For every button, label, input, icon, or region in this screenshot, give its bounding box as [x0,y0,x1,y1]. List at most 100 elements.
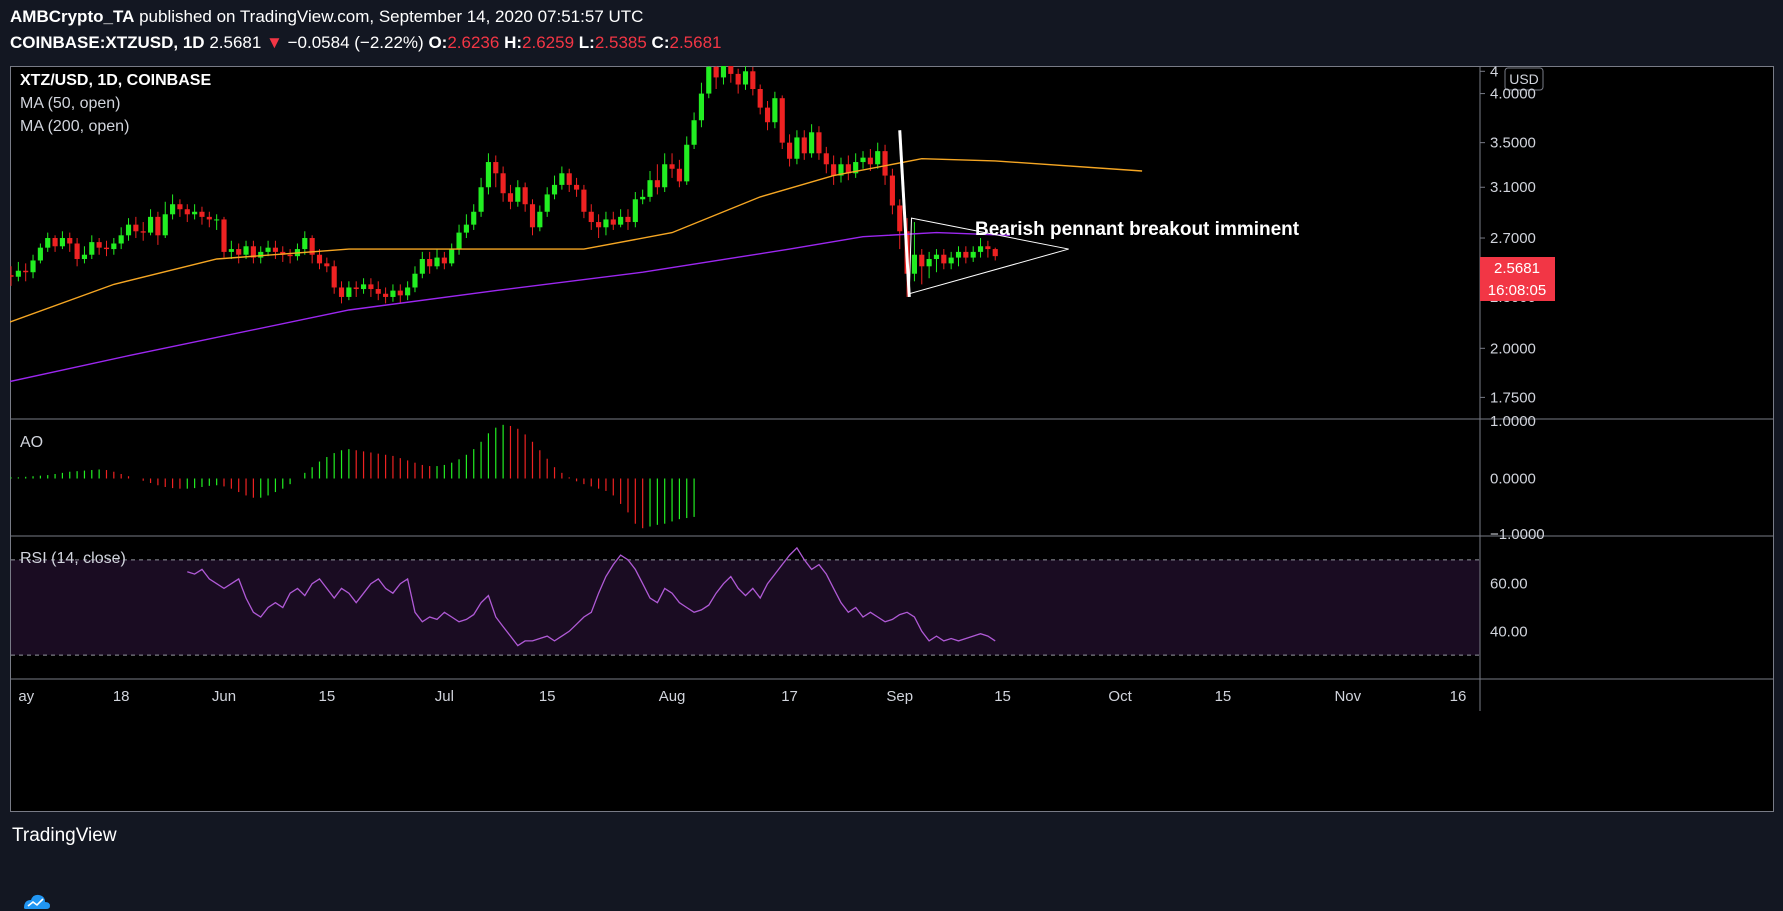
candle-body [81,254,88,260]
candle-body [30,260,36,273]
time-tick-label: 15 [1215,688,1232,705]
pennant-triangle [908,217,1069,295]
price-chart[interactable]: XTZ/USD, 1D, COINBASE MA (50, open) MA (… [10,66,1774,812]
candle-body [801,137,807,154]
candle-body [192,211,198,215]
footer-brand[interactable]: TradingView [12,825,117,846]
candle-body [897,205,903,232]
candle-body [581,189,587,212]
candle-body [96,242,102,248]
change-value: −0.0584 (−2.22%) [287,33,424,52]
candle-body [603,219,609,228]
candle-body [199,211,205,217]
price-tick-label: 2.7000 [1490,230,1536,247]
candle-body [412,273,418,288]
legend-rsi: RSI (14, close) [20,550,126,567]
candle-body [346,287,352,297]
candle-body [147,216,154,233]
time-axis[interactable]: ay 18 Jun 15 Jul 15 Aug 17 Sep 15 Oct 15 Nov 16 [18,688,1466,705]
candle-body [970,251,976,258]
candle-body [544,194,550,212]
candle-body [941,254,947,264]
high-label: H: [504,33,523,52]
time-tick-label: 15 [539,688,556,705]
legend-symbol: XTZ/USD, 1D, COINBASE [20,72,211,89]
ao-tick-label: 0.0000 [1490,471,1536,488]
overlays-layer [10,130,1143,383]
candle-body [845,164,851,174]
candle-body [713,67,719,78]
time-tick-label: Oct [1108,688,1132,705]
candle-body [669,164,675,169]
time-tick-label: Nov [1334,688,1361,705]
price-tick-label: 1.7500 [1490,389,1536,406]
candle-body [911,254,918,274]
last-price: 2.5681 [209,33,262,52]
annotation-text[interactable]: Bearish pennant breakout imminent [975,219,1300,240]
time-tick-label: 17 [781,688,798,705]
candle-body [728,66,734,74]
candle-body [507,193,514,202]
time-tick-label: 15 [318,688,335,705]
time-tick-label: 15 [994,688,1011,705]
candle-body [221,219,227,252]
candle-body [125,224,132,236]
candle-body [368,284,374,290]
candle-body [772,98,778,123]
time-tick-label: ay [18,688,34,705]
candle-body [537,211,543,228]
candle-body [397,290,403,296]
candle-body [992,249,998,257]
currency-button[interactable] [1504,67,1544,91]
candle-body [610,219,616,225]
candle-body [338,287,345,297]
low-value: 2.5385 [594,33,647,52]
candle-body [280,251,286,255]
candle-body [177,204,183,210]
legend-ao: AO [20,434,43,451]
candle-body [272,247,278,252]
rsi-tick-label: 60.00 [1490,576,1528,593]
ao-axis[interactable]: 1.0000 0.0000 −1.0000 [1490,413,1545,543]
price-axis[interactable]: 44.00003.50003.10002.70002.30002.00001.7… [1480,66,1536,406]
candle-body [933,254,940,260]
candle-body [258,251,264,258]
candle-body [831,164,837,176]
ao-tick-label: 1.0000 [1490,413,1536,430]
footer: TradingView [12,825,117,909]
candle-body [632,199,638,223]
candle-body [573,184,580,190]
candle-body [867,157,873,165]
tradingview-logo-icon[interactable] [22,891,52,911]
candle-body [529,204,536,228]
candle-body [889,175,895,206]
price-tick-label: 2.0000 [1490,340,1536,357]
candle-body [250,246,256,258]
ao-histogram [10,424,695,529]
candle-body [809,132,815,154]
candle-body [750,71,756,90]
candle-body [103,247,110,250]
candle-body [853,162,859,174]
candle-body [786,142,793,159]
candle-body [500,173,506,194]
candle-body [214,219,220,221]
candle-body [882,151,888,176]
candle-body [919,254,925,267]
candle-body [140,231,146,233]
candle-body [757,89,763,108]
candle-body [875,151,881,165]
rsi-axis[interactable]: 60.00 40.00 [1490,576,1528,641]
candle-body [52,238,58,247]
candle-body [618,216,624,225]
candle-body [596,222,602,228]
time-tick-label: Sep [886,688,913,705]
high-value: 2.6259 [522,33,575,52]
candle-body [640,196,646,200]
candle-body [794,137,800,159]
candle-body [566,173,572,185]
countdown-badge-text: 16:08:05 [1488,282,1546,299]
author-name[interactable]: AMBCrypto_TA [10,7,135,26]
open-value: 2.6236 [447,33,500,52]
candle-body [390,290,396,297]
